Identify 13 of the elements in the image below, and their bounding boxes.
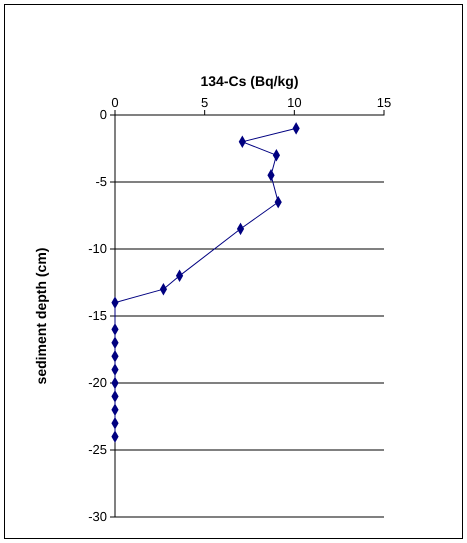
x-tick-label: 15	[376, 95, 392, 110]
y-tick-label: -15	[88, 308, 107, 324]
y-axis-title: sediment depth (cm)	[33, 248, 49, 384]
x-tick-label: 10	[287, 95, 302, 110]
x-tick-label: 5	[201, 95, 208, 110]
y-tick-label: -5	[95, 174, 107, 190]
y-tick-label: -20	[88, 375, 107, 390]
x-tick-label: 0	[111, 95, 119, 110]
y-tick-label: -10	[88, 241, 107, 256]
y-tick-label: 0	[100, 107, 107, 122]
y-tick-label: -30	[88, 509, 107, 524]
x-axis-title: 134-Cs (Bq/kg)	[200, 73, 299, 89]
y-tick-label: -25	[88, 442, 107, 458]
